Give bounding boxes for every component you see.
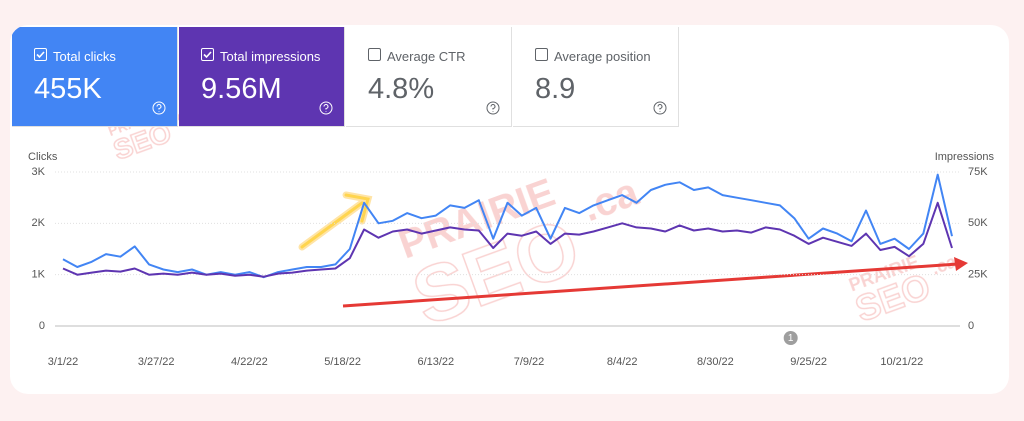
red-arrow [342,257,968,308]
annotation-marker[interactable] [783,331,798,345]
arrow [300,193,370,249]
metric-value: 4.8% [368,73,435,105]
metric-card[interactable]: Total clicks 455K [12,27,178,127]
metric-label: Average position [554,49,651,64]
help-icon [152,101,166,115]
y2-tick-label: 50K [968,217,988,229]
help-glyph [323,103,329,112]
help-circle [152,101,166,115]
help-circle [319,101,333,115]
metric-value: 455K [34,73,102,105]
help-icon [486,101,500,115]
y-axis-title: Clicks [28,151,58,163]
metric-label: Average CTR [387,49,466,64]
metric-card[interactable]: Total impressions 9.56M [179,27,345,127]
y-tick-label: 1K [32,269,46,281]
annotation-label: 1 [788,333,794,344]
x-tick-label: 8/4/22 [607,356,638,368]
checkbox [368,48,381,61]
help-glyph [657,103,663,112]
check [36,51,45,59]
x-tick-label: 4/22/22 [231,356,268,368]
x-tick-label: 3/1/22 [48,356,79,368]
x-tick-label: 9/25/22 [790,356,827,368]
help-circle [486,101,500,115]
metric-card[interactable]: Average position 8.9 [513,27,679,127]
y2-tick-label: 25K [968,269,988,281]
checkbox [535,48,548,61]
arrow-line [342,262,959,308]
arrow-head [954,257,968,271]
metric-value: 8.9 [535,73,576,105]
y-tick-label: 2K [32,217,46,229]
x-tick-label: 5/18/22 [324,356,361,368]
x-tick-label: 8/30/22 [697,356,734,368]
metric-value: 9.56M [201,73,282,105]
check-mark [36,51,45,59]
y-tick-label: 0 [39,320,45,332]
check [203,51,212,59]
help-icon [653,101,667,115]
x-tick-label: 7/9/22 [514,356,545,368]
metric-label: Total impressions [220,49,321,64]
metric-label: Total clicks [53,49,116,64]
x-tick-label: 10/21/22 [880,356,923,368]
y2-axis-title: Impressions [935,151,995,163]
checkbox [201,48,214,61]
help-icon [319,101,333,115]
orange-arrow [298,191,373,251]
metric-card[interactable]: Average CTR 4.8% [346,27,512,127]
help-circle [653,101,667,115]
x-tick-label: 6/13/22 [417,356,454,368]
check-mark [203,51,212,59]
help-glyph [156,103,162,112]
x-tick-label: 3/27/22 [138,356,175,368]
y2-tick-label: 75K [968,166,988,178]
help-glyph [490,103,496,112]
series-line [62,201,953,278]
checkbox [34,48,47,61]
y-tick-label: 3K [32,166,46,178]
y2-tick-label: 0 [968,320,974,332]
